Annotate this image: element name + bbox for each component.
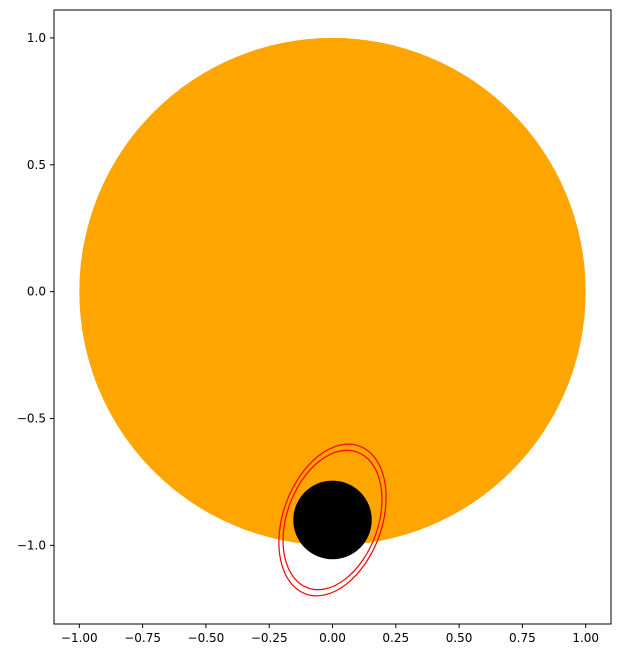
- x-axis: −1.00 −0.75 −0.50 −0.25 0.00 0.25 0.50 0.75 1.00: [61, 624, 599, 645]
- y-tick-label: 0.0: [27, 285, 46, 299]
- chart-shapes: [79, 37, 586, 597]
- x-tick-label: 1.00: [572, 631, 599, 645]
- x-tick-label: −0.50: [188, 631, 225, 645]
- inner-orbit: [282, 449, 383, 591]
- y-tick-label: −1.0: [17, 538, 46, 552]
- black-disk: [293, 480, 372, 560]
- x-tick-label: −1.00: [61, 631, 98, 645]
- x-tick-label: 0.75: [509, 631, 536, 645]
- y-tick-label: −0.5: [17, 411, 46, 425]
- outer-orbit: [278, 443, 387, 597]
- x-tick-label: 0.50: [446, 631, 473, 645]
- y-axis: 1.0 0.5 0.0 −0.5 −1.0: [17, 31, 54, 552]
- x-tick-label: −0.75: [124, 631, 161, 645]
- x-tick-label: 0.25: [382, 631, 409, 645]
- y-tick-label: 1.0: [27, 31, 46, 45]
- orange-disk: [79, 37, 586, 546]
- x-tick-label: 0.00: [319, 631, 346, 645]
- x-tick-label: −0.25: [251, 631, 288, 645]
- y-tick-label: 0.5: [27, 158, 46, 172]
